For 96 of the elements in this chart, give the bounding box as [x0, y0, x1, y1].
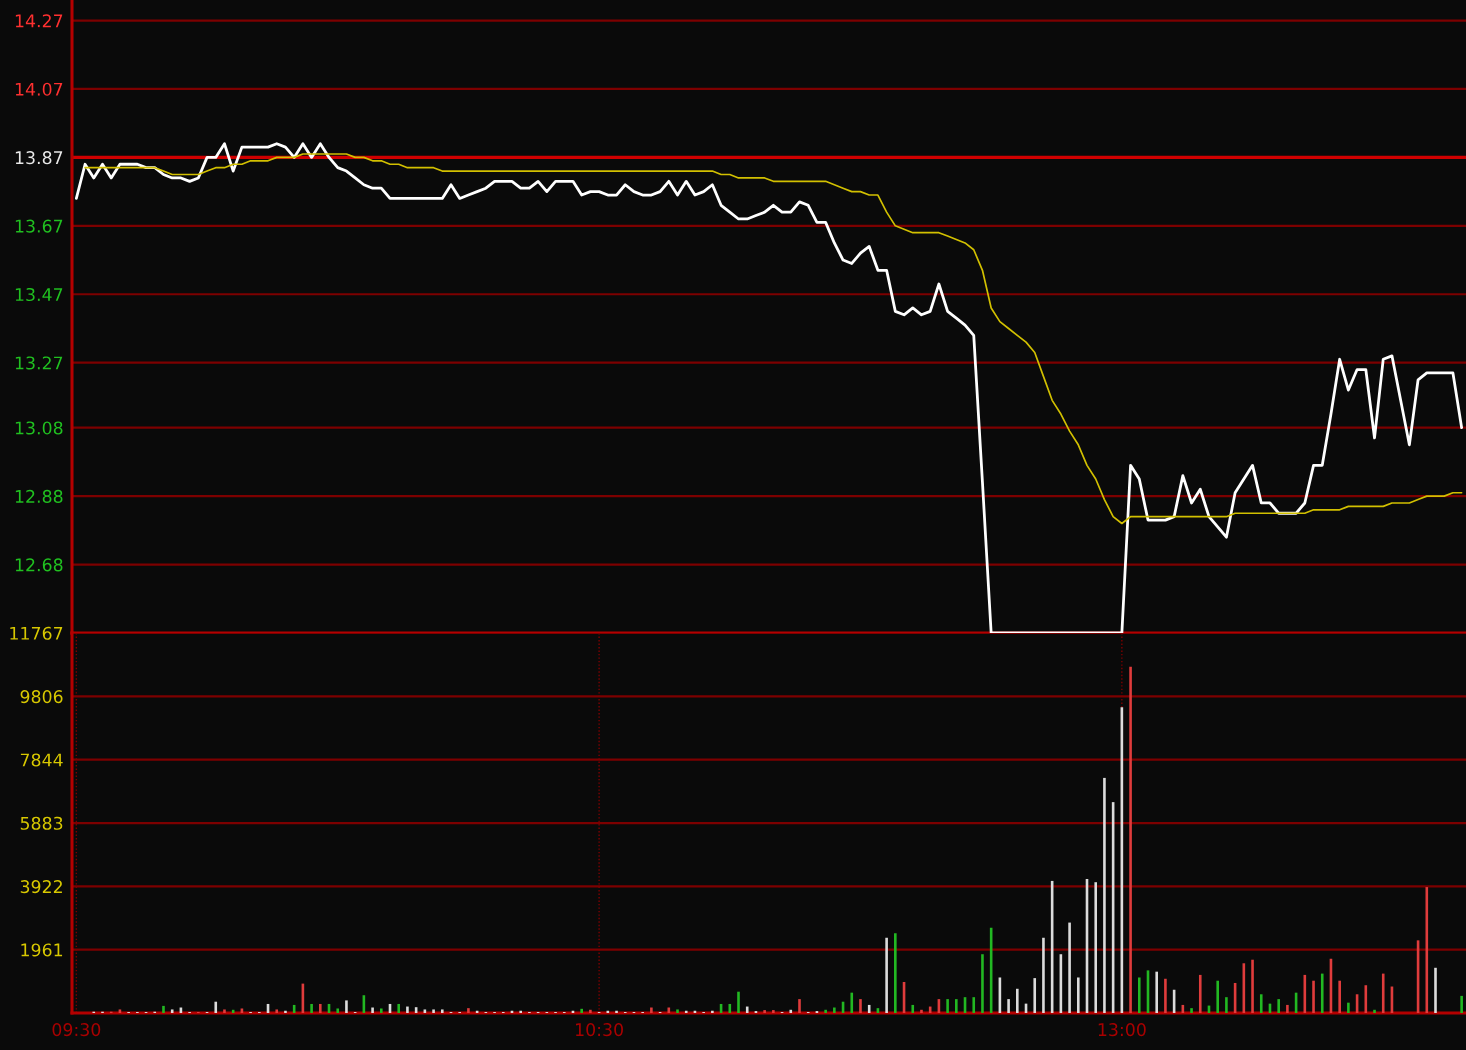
bar	[1016, 988, 1019, 1013]
y-tick-label: 12.88	[15, 489, 63, 503]
bar	[684, 1010, 688, 1013]
bar	[223, 1009, 226, 1013]
bar	[798, 999, 801, 1013]
x-tick-label: 13:00	[1098, 1023, 1146, 1037]
y-tick-label: 9806	[20, 690, 63, 704]
bar	[833, 1007, 836, 1013]
bar	[615, 1010, 618, 1013]
bar	[1277, 999, 1280, 1013]
bar	[1225, 997, 1228, 1013]
bar	[1094, 882, 1098, 1013]
bar	[772, 1010, 775, 1013]
bar	[859, 999, 862, 1013]
bar	[589, 1009, 592, 1013]
bar	[170, 1009, 174, 1013]
bar	[711, 1010, 714, 1013]
bar	[885, 937, 888, 1013]
y-tick-label: 12.68	[15, 558, 63, 572]
bar	[1137, 977, 1141, 1013]
bar	[1259, 994, 1263, 1013]
bar	[432, 1009, 435, 1013]
bar	[397, 1003, 401, 1013]
bar	[728, 1003, 732, 1013]
bar	[580, 1008, 583, 1013]
y-tick-label: 5883	[20, 816, 63, 830]
bar	[336, 1008, 340, 1013]
bar	[1033, 978, 1037, 1013]
bar	[519, 1010, 522, 1013]
bar	[789, 1009, 793, 1013]
bar	[275, 1009, 279, 1013]
bar	[1068, 922, 1071, 1013]
y-tick-label: 13.08	[15, 421, 63, 435]
y-tick-label: 3922	[20, 880, 62, 894]
bar	[850, 992, 854, 1013]
bar	[824, 1009, 827, 1013]
bar	[1164, 978, 1167, 1013]
bar	[1216, 980, 1219, 1013]
bar	[1320, 973, 1324, 1013]
line-series	[74, 142, 1464, 635]
bar	[981, 954, 984, 1013]
bar	[946, 999, 949, 1013]
bar	[284, 1010, 287, 1013]
bar	[440, 1009, 444, 1013]
bar	[1198, 974, 1202, 1013]
bar	[737, 991, 740, 1013]
bar	[1425, 887, 1429, 1013]
bar	[1103, 777, 1106, 1013]
bar	[1286, 1004, 1289, 1013]
y-tick-label: 13.87	[15, 151, 63, 165]
bar	[763, 1010, 766, 1013]
y-tick-label: 14.27	[15, 14, 63, 28]
bar	[1338, 980, 1341, 1013]
bar	[1129, 666, 1132, 1013]
bar	[1312, 980, 1315, 1013]
bar	[867, 1004, 871, 1013]
bar	[1076, 977, 1080, 1013]
line-series	[84, 153, 1463, 525]
bar	[371, 1007, 374, 1013]
bar	[667, 1007, 671, 1013]
bar	[1381, 973, 1385, 1013]
bar	[1251, 959, 1254, 1013]
bar	[345, 1000, 348, 1013]
x-tick-label: 09:30	[52, 1023, 101, 1037]
bar	[406, 1006, 409, 1013]
bar	[162, 1005, 165, 1013]
bar	[650, 1007, 653, 1013]
bar	[1460, 995, 1463, 1013]
bar	[745, 1006, 749, 1013]
y-tick-label: 11767	[10, 626, 63, 640]
bar	[1190, 1008, 1193, 1013]
y-tick-label: 1961	[21, 943, 63, 957]
bar	[379, 1008, 383, 1013]
bar	[955, 999, 958, 1013]
bar	[972, 997, 976, 1013]
y-tick-label: 7844	[20, 753, 63, 767]
bar	[1434, 967, 1437, 1013]
bar	[214, 1001, 218, 1013]
bar	[676, 1009, 679, 1013]
bar	[467, 1008, 470, 1013]
y-tick-label: 13.47	[15, 287, 63, 302]
bar	[1007, 999, 1010, 1013]
bar	[1347, 1002, 1350, 1013]
bar	[920, 1009, 923, 1013]
bar	[894, 933, 897, 1013]
y-tick-label: 13.27	[15, 356, 63, 370]
bar	[319, 1003, 322, 1013]
bar	[1364, 985, 1368, 1013]
bar	[1373, 1009, 1376, 1013]
y-tick-label: 14.07	[15, 82, 63, 96]
x-tick-label: 10:30	[576, 1023, 623, 1037]
bar	[911, 1004, 915, 1013]
bar	[1042, 937, 1045, 1013]
bar	[310, 1003, 313, 1013]
bar	[1155, 971, 1159, 1013]
y-tick-label: 13.67	[15, 219, 63, 233]
